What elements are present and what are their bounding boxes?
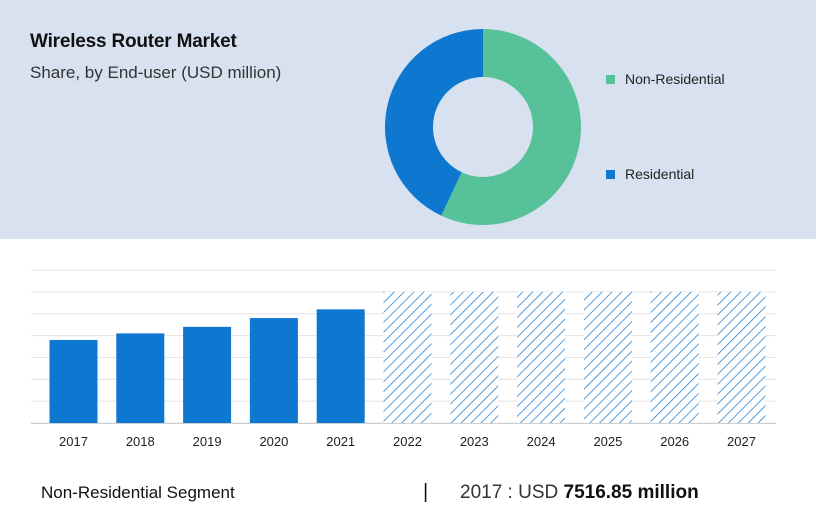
footer-year-prefix: 2017 : USD [460, 482, 564, 503]
donut-slice-non-residential [441, 29, 581, 225]
x-tick-label-2024: 2024 [527, 434, 556, 449]
segment-label: Non-Residential Segment [41, 483, 235, 502]
chart-subtitle: Share, by End-user (USD million) [30, 63, 282, 82]
bar-2018 [116, 333, 165, 423]
x-tick-label-2018: 2018 [126, 434, 155, 449]
x-tick-label-2027: 2027 [727, 434, 756, 449]
forecast-bar-2026 [650, 291, 699, 423]
bar-chart: 2017 2018 2019 2020 2021 2022 2023 2024 2025 2026… [31, 269, 776, 449]
legend-swatch-non-residential [606, 74, 615, 84]
x-tick-label-2017: 2017 [59, 434, 88, 449]
x-tick-label-2021: 2021 [326, 434, 355, 449]
footer-value-text: 2017 : USD 7516.85 million [460, 482, 699, 504]
forecast-bar-2027 [717, 291, 766, 423]
x-tick-label-2026: 2026 [660, 434, 689, 449]
forecast-bar-2023 [450, 291, 499, 423]
forecast-bar-2024 [517, 291, 566, 423]
x-tick-label-2025: 2025 [593, 434, 622, 449]
forecast-bar-2025 [583, 291, 632, 423]
chart-title: Wireless Router Market [30, 31, 237, 52]
bar-2019 [183, 326, 232, 423]
legend-label-non-residential: Non-Residential [625, 71, 725, 87]
legend-swatch-residential [606, 169, 615, 179]
forecast-bar-2022 [383, 291, 432, 423]
footer-value: 7516.85 million [563, 482, 699, 503]
legend-label-residential: Residential [625, 166, 695, 182]
footer-divider: | [423, 481, 429, 503]
x-tick-label-2020: 2020 [259, 434, 288, 449]
legend-item-non-residential: Non-Residential [606, 71, 725, 87]
legend-item-residential: Residential [606, 166, 694, 182]
x-tick-label-2019: 2019 [193, 434, 222, 449]
bar-2021 [316, 309, 365, 423]
x-tick-label-2022: 2022 [393, 434, 422, 449]
donut-chart [385, 29, 581, 225]
bar-2017 [49, 339, 98, 423]
x-tick-label-2023: 2023 [460, 434, 489, 449]
bar-2020 [249, 318, 298, 423]
donut-slice-residential [385, 29, 483, 216]
